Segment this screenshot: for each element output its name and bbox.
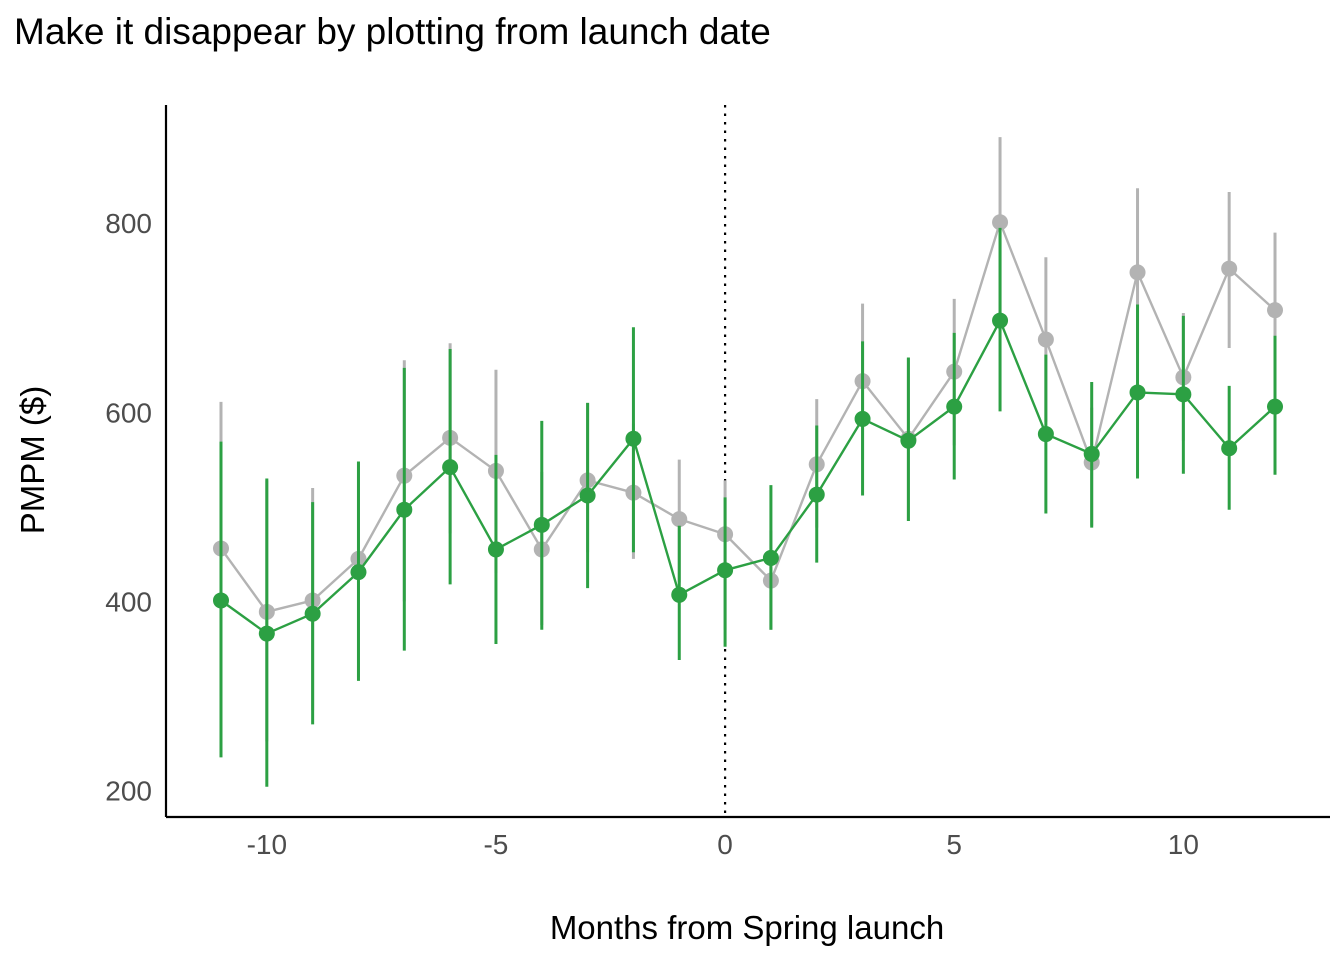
data-point <box>900 432 917 449</box>
y-tick-label: 200 <box>105 776 152 807</box>
series-1 <box>212 137 1284 742</box>
x-tick-label: 5 <box>946 829 962 860</box>
data-point <box>762 549 779 566</box>
data-point <box>442 459 459 476</box>
series-line <box>220 221 1276 614</box>
y-tick-label: 400 <box>105 586 152 617</box>
data-point <box>1267 302 1284 319</box>
data-point <box>717 562 734 579</box>
data-point <box>671 511 688 528</box>
data-point <box>487 541 504 558</box>
data-point <box>625 430 642 447</box>
data-point <box>579 487 596 504</box>
x-tick-label: -10 <box>247 829 287 860</box>
data-point <box>808 486 825 503</box>
data-point <box>1083 445 1100 462</box>
plot-area <box>212 105 1284 817</box>
series-2 <box>212 227 1284 787</box>
data-point <box>304 605 321 622</box>
data-point <box>1129 384 1146 401</box>
data-point <box>396 501 413 518</box>
data-point <box>1221 260 1238 277</box>
data-point <box>1129 264 1146 281</box>
data-point <box>1037 331 1054 348</box>
data-point <box>992 214 1009 231</box>
y-axis-title: PMPM ($) <box>14 386 51 535</box>
data-point <box>1267 398 1284 415</box>
chart-title: Make it disappear by plotting from launc… <box>14 11 771 52</box>
x-tick-label: 0 <box>717 829 733 860</box>
series-line <box>220 319 1276 635</box>
data-point <box>350 564 367 581</box>
data-point <box>854 410 871 427</box>
data-point <box>992 312 1009 329</box>
axes: -10 -5 0 5 10 200 400 600 800 <box>105 105 1330 860</box>
x-tick-label: -5 <box>483 829 508 860</box>
y-tick-label: 600 <box>105 397 152 428</box>
data-point <box>533 516 550 533</box>
data-point <box>258 625 275 642</box>
data-point <box>212 592 229 609</box>
y-tick-label: 800 <box>105 208 152 239</box>
data-point <box>946 398 963 415</box>
data-point <box>1175 386 1192 403</box>
data-point <box>1221 440 1238 457</box>
data-point <box>1037 426 1054 443</box>
data-point <box>671 586 688 603</box>
x-axis-title: Months from Spring launch <box>550 909 944 946</box>
x-tick-label: 10 <box>1168 829 1199 860</box>
